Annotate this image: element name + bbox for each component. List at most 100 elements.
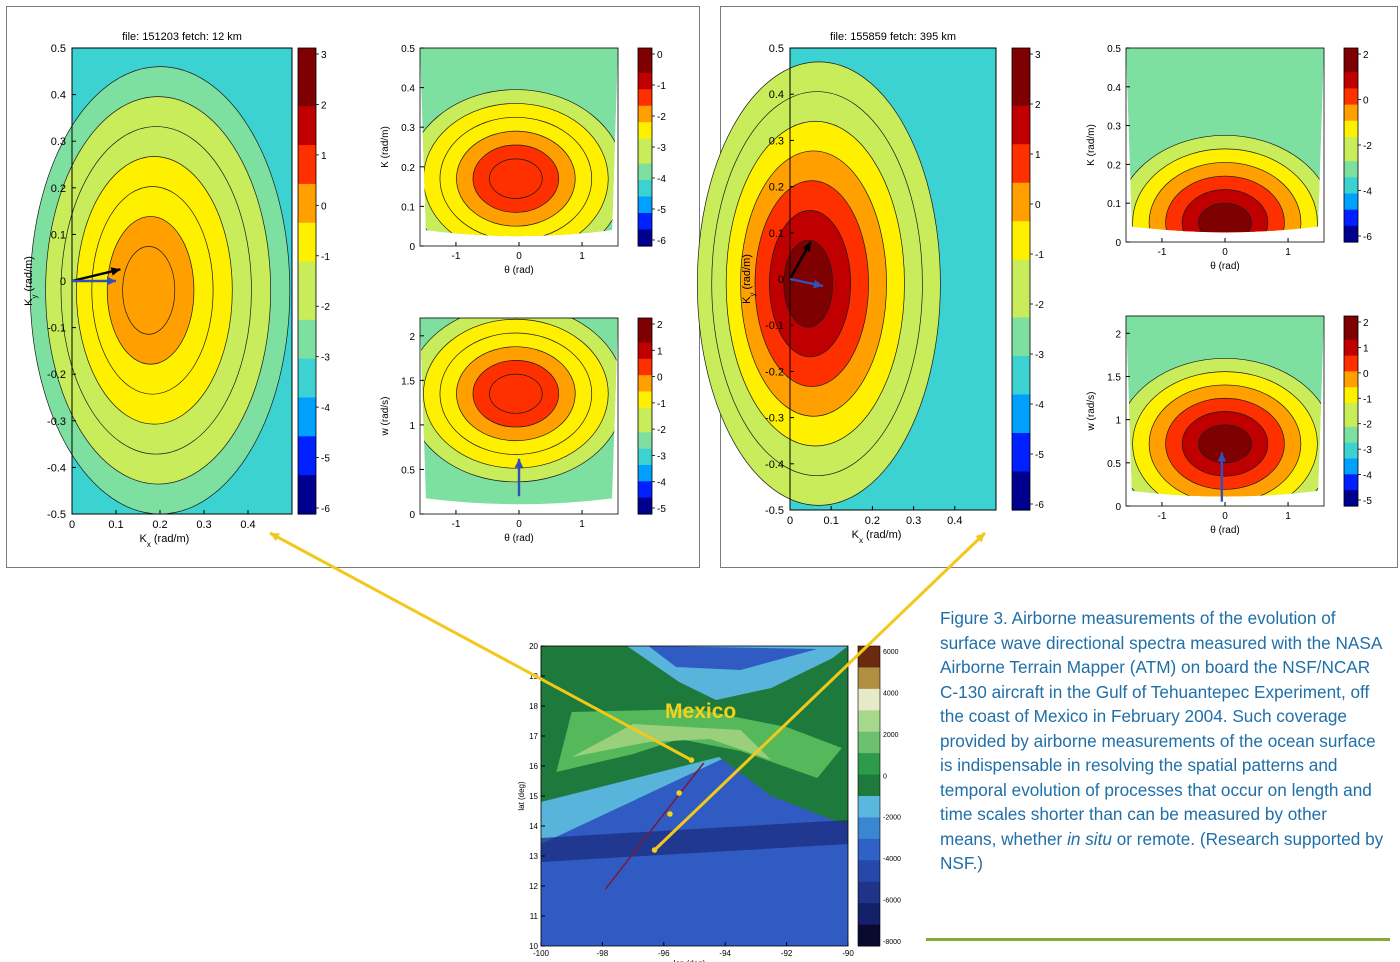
connector-arrow-right (653, 531, 987, 852)
right-ktheta-colorbar-band (1344, 64, 1358, 73)
map-colorbar-band (858, 903, 880, 926)
right-ktheta-y-tick-label: 0.5 (1107, 44, 1121, 55)
right-kxky-arrow-head (802, 242, 811, 253)
right-kxky-x-tick-label: 0.1 (824, 515, 839, 527)
right-wtheta-colorbar-band (1344, 395, 1358, 404)
map-y-tick-label: 12 (529, 882, 538, 891)
right-kxky-x-tick-label: 0.3 (906, 515, 921, 527)
map-y-tick-label: 13 (529, 852, 538, 861)
left-kxky-y-tick-label: 0 (60, 276, 66, 288)
left-ktheta-y-tick-label: 0.5 (401, 44, 415, 55)
right-kxky-colorbar-tick-label: 1 (1035, 150, 1041, 161)
left-wtheta-y-axis-label: w (rad/s) (380, 397, 391, 437)
right-wtheta-y-tick-label: 1.5 (1107, 372, 1121, 383)
right-wtheta-colorbar-tick-label: -4 (1363, 471, 1372, 482)
left-wtheta-colorbar-tick-label: -3 (657, 451, 666, 462)
right-kxky-colorbar-band (1012, 163, 1030, 184)
map-colorbar-tick-label: -6000 (883, 898, 901, 905)
map-y-tick-label: 16 (529, 762, 538, 771)
left-kxky-y-tick-label: 0.2 (51, 183, 66, 195)
right-ktheta-colorbar-band (1344, 193, 1358, 203)
right-kxky-x-tick-label: 0.4 (947, 515, 962, 527)
map-colorbar-band (858, 774, 880, 797)
left-ktheta-colorbar-band (638, 114, 652, 123)
right-wtheta-colorbar-tick-label: -3 (1363, 445, 1372, 456)
map-y-tick-label: 17 (529, 732, 538, 741)
left-ktheta-colorbar-band (638, 64, 652, 74)
left-wtheta-colorbar-tick-label: -4 (657, 478, 666, 489)
right-ktheta-colorbar-tick-label: 2 (1363, 50, 1369, 61)
right-kxky-colorbar-tick-label: -2 (1035, 300, 1044, 311)
left-kxky-colorbar-band (298, 242, 316, 263)
right-ktheta-colorbar-band (1344, 209, 1358, 219)
map-colorbar-tick-label: 4000 (883, 690, 899, 697)
right-ktheta-colorbar-tick-label: -6 (1363, 232, 1372, 243)
right-kxky-colorbar-frame (1011, 47, 1031, 511)
right-kxky-y-tick-label: -0.3 (765, 413, 784, 425)
map-trench (541, 820, 848, 862)
left-kxky-x-tick-label: 0.1 (108, 519, 123, 531)
right-wtheta-colorbar-tick-label: 1 (1363, 343, 1369, 354)
left-ktheta-colorbar-band (638, 237, 652, 247)
caption-rule (926, 938, 1390, 941)
right-kxky-y-tick-label: 0.5 (769, 43, 784, 55)
connector-arrow-left-head (270, 533, 280, 542)
left-ktheta-colorbar-band (638, 163, 652, 173)
left-ktheta-y-tick-label: 0.4 (401, 84, 415, 95)
left-ktheta-colorbar-tick-label: 0 (657, 50, 663, 61)
right-ktheta-colorbar-band (1344, 104, 1358, 114)
map-track-point (667, 811, 673, 817)
caption-text: Figure 3. Airborne measurements of the e… (940, 608, 1382, 849)
right-kxky-colorbar-tick-label: -4 (1035, 400, 1044, 411)
map-region-label: Mexico (665, 700, 736, 723)
left-wtheta-y-tick-label: 1.5 (401, 376, 415, 387)
right-kxky-colorbar-band (1012, 86, 1030, 107)
right-ktheta-colorbar-tick-label: 0 (1363, 96, 1369, 107)
caption-text-end: or remote. (Research supported by NSF.) (940, 828, 1384, 874)
left-kxky-colorbar-band (298, 300, 316, 321)
right-wtheta-colorbar-band (1344, 347, 1358, 357)
left-ktheta-colorbar-band (638, 122, 652, 132)
left-wtheta-colorbar-band (638, 465, 652, 474)
left-ktheta-colorbar-band (638, 229, 652, 239)
map-colorbar-tick-label: -2000 (883, 815, 901, 822)
map-y-tick-label: 20 (529, 642, 538, 651)
right-wtheta-x-tick-label: -1 (1157, 511, 1166, 522)
right-kxky-colorbar-band (1012, 125, 1030, 145)
map-colorbar-band (858, 731, 880, 754)
map-colorbar-band (858, 688, 880, 711)
right-ktheta-colorbar-band (1344, 96, 1358, 106)
right-kxky-y-tick-label: 0.3 (769, 135, 784, 147)
left-wtheta-x-tick-label: -1 (451, 519, 460, 530)
right-ktheta-colorbar-band (1344, 177, 1358, 187)
left-ktheta-colorbar-band (638, 48, 652, 57)
right-kxky-colorbar-band (1012, 105, 1030, 126)
right-wtheta-colorbar-band (1344, 458, 1358, 468)
right-ktheta-colorbar-band (1344, 80, 1358, 90)
left-kxky-colorbar-tick-label: -3 (321, 353, 330, 364)
right-kxky-y-tick-label: -0.1 (765, 320, 784, 332)
left-wtheta-colorbar-band (638, 489, 652, 499)
right-wtheta-colorbar-band (1344, 442, 1358, 452)
left-ktheta-colorbar-band (638, 89, 652, 99)
left-wtheta-colorbar-band (638, 505, 652, 515)
map-x-tick-label: -96 (658, 949, 670, 958)
left-wtheta-chart: -1 0 1 2 1.5 1 0.5 0 θ (rad) w (rad/s) 2 1 0 -1 -2 -3 -4… (380, 317, 666, 544)
map-colorbar-band (858, 924, 880, 947)
right-kxky-colorbar-band (1012, 413, 1030, 434)
left-ktheta-y-tick-label: 0.1 (401, 202, 415, 213)
right-wtheta-colorbar-band (1344, 498, 1358, 507)
left-kxky-arrow-head (110, 267, 121, 276)
left-wtheta-colorbar-band (638, 440, 652, 450)
right-wtheta-colorbar-band (1344, 371, 1358, 380)
right-wtheta-colorbar-band (1344, 474, 1358, 483)
left-kxky-x-tick-label: 0 (69, 519, 75, 531)
map-y-tick-label: 18 (529, 702, 538, 711)
right-kxky-colorbar-band (1012, 433, 1030, 453)
left-wtheta-colorbar-tick-label: 2 (657, 320, 663, 331)
right-kxky-colorbar-tick-label: 2 (1035, 100, 1041, 111)
right-kxky-colorbar-band (1012, 144, 1030, 165)
right-wtheta-colorbar-frame (1343, 315, 1359, 507)
map-y-axis-label: lat (deg) (517, 781, 526, 811)
